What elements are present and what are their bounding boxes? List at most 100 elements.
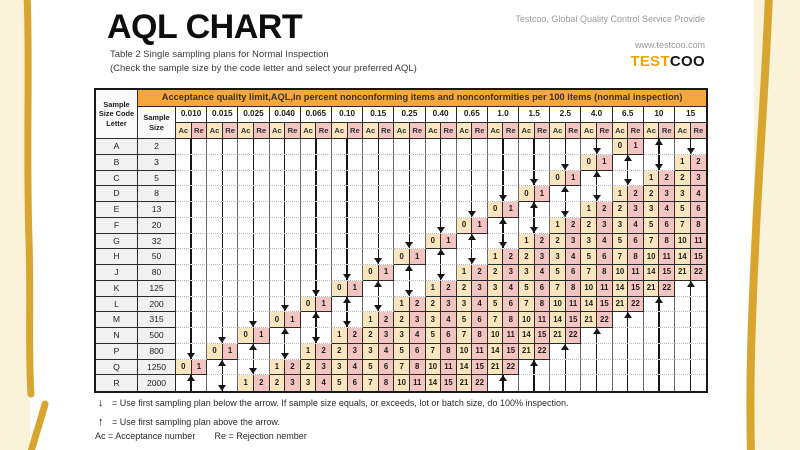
arrowhead-down (561, 163, 570, 170)
re-value-cell: 15 (659, 265, 675, 281)
re-value-cell: 11 (534, 312, 551, 328)
re-value-cell: 1 (534, 186, 551, 202)
arrow-shaft-cell (269, 217, 301, 234)
arrow-shaft (502, 170, 504, 186)
re-value-cell: 3 (316, 359, 332, 376)
arrowhead-down (498, 195, 507, 201)
arrow-shaft-cell (331, 249, 364, 265)
ac-value-cell: 10 (425, 359, 442, 376)
arrow-shaft (533, 154, 535, 170)
arrow-down-icon (425, 265, 457, 281)
ac-value-cell: 0 (394, 249, 410, 265)
ac-value-cell: 10 (643, 249, 660, 265)
arrowhead-up (561, 186, 570, 193)
re-value-cell: 6 (409, 343, 426, 360)
re-value-cell: 11 (503, 328, 520, 344)
ac-value-cell: 0 (550, 170, 566, 187)
arrow-down-icon (269, 343, 301, 360)
ac-value-cell: 5 (394, 343, 410, 360)
ac-value-cell: 0 (581, 154, 598, 171)
arrow-shaft-cell (643, 359, 675, 376)
re-value-cell: 1 (503, 202, 520, 218)
ac-header: Ac (207, 123, 223, 139)
arrowhead-down (592, 147, 601, 154)
re-value-cell: 4 (316, 375, 332, 391)
ac-value-cell: 2 (331, 343, 348, 360)
sample-size-cell: 500 (138, 328, 176, 344)
aql-level-header: 0.040 (269, 107, 301, 123)
arrowhead-down (530, 226, 539, 233)
arrow-shaft-cell (363, 154, 395, 171)
arrow-shaft (315, 233, 317, 249)
re-value-cell: 15 (628, 280, 644, 297)
arrow-shaft (315, 265, 317, 280)
arrow-down-icon (238, 359, 270, 376)
re-value-cell: 3 (472, 280, 488, 297)
arrow-shaft (283, 233, 286, 249)
arrow-shaft (658, 154, 660, 170)
ac-value-cell: 21 (643, 280, 660, 297)
arrow-down-icon (487, 233, 520, 250)
ac-value-cell: 5 (363, 359, 379, 376)
re-value-cell: 22 (659, 280, 675, 297)
arrow-down-icon (612, 170, 644, 187)
ac-value-cell: 0 (269, 312, 286, 328)
arrow-up-icon (207, 359, 239, 376)
arrow-down-icon (269, 296, 301, 313)
arrow-shaft-cell (487, 154, 520, 171)
arrow-shaft (439, 186, 442, 201)
arrow-shaft (471, 154, 473, 170)
arrow-shaft-cell (643, 328, 675, 344)
arrow-shaft (408, 280, 411, 296)
arrow-shaft (439, 139, 442, 154)
ac-value-cell: 0 (207, 343, 223, 360)
ac-value-cell: 3 (487, 280, 504, 297)
arrowhead-down (530, 179, 539, 186)
re-value-cell: 1 (222, 343, 239, 360)
arrow-shaft (315, 202, 317, 217)
arrow-shaft (346, 249, 348, 264)
arrow-shaft (689, 359, 692, 375)
re-header: Re (347, 123, 364, 139)
arrow-shaft (221, 296, 223, 312)
arrow-shaft (439, 217, 442, 233)
re-header: Re (565, 123, 582, 139)
re-header: Re (222, 123, 239, 139)
re-value-cell: 6 (347, 375, 364, 391)
arrowhead-down (405, 242, 414, 249)
re-header: Re (503, 123, 520, 139)
arrow-shaft-cell (207, 233, 239, 250)
arrowhead-down (436, 273, 445, 280)
arrow-shaft (439, 249, 442, 264)
sample-size-cell: 80 (138, 265, 176, 281)
arrowhead-down (467, 258, 476, 264)
arrowhead-down (280, 305, 289, 312)
arrow-shaft (502, 154, 504, 170)
ac-value-cell: 3 (425, 312, 442, 328)
arrow-shaft-cell (363, 186, 395, 202)
ac-value-cell: 5 (675, 202, 691, 218)
arrowhead-up (467, 233, 476, 240)
re-header: Re (441, 123, 457, 139)
ac-value-cell: 3 (581, 233, 598, 250)
re-value-cell: 8 (597, 265, 613, 281)
arrow-shaft (564, 154, 567, 170)
re-value-cell: 6 (378, 359, 395, 376)
ac-value-cell: 7 (581, 265, 598, 281)
arrow-down-icon (456, 249, 488, 265)
re-value-cell: 3 (347, 343, 364, 360)
arrow-shaft (315, 328, 317, 343)
re-value-cell: 1 (472, 217, 488, 234)
arrow-shaft (627, 343, 629, 359)
re-value-cell: 1 (628, 139, 644, 155)
arrow-down-icon (550, 202, 582, 218)
arrow-shaft (252, 202, 255, 217)
arrow-shaft (346, 139, 348, 154)
arrow-shaft (377, 139, 379, 154)
ac-value-cell: 0 (519, 186, 535, 202)
arrow-shaft-cell (176, 312, 208, 328)
arrow-shaft (252, 343, 255, 359)
arrowhead-up (249, 343, 258, 350)
aql-level-header: 10 (643, 107, 675, 123)
